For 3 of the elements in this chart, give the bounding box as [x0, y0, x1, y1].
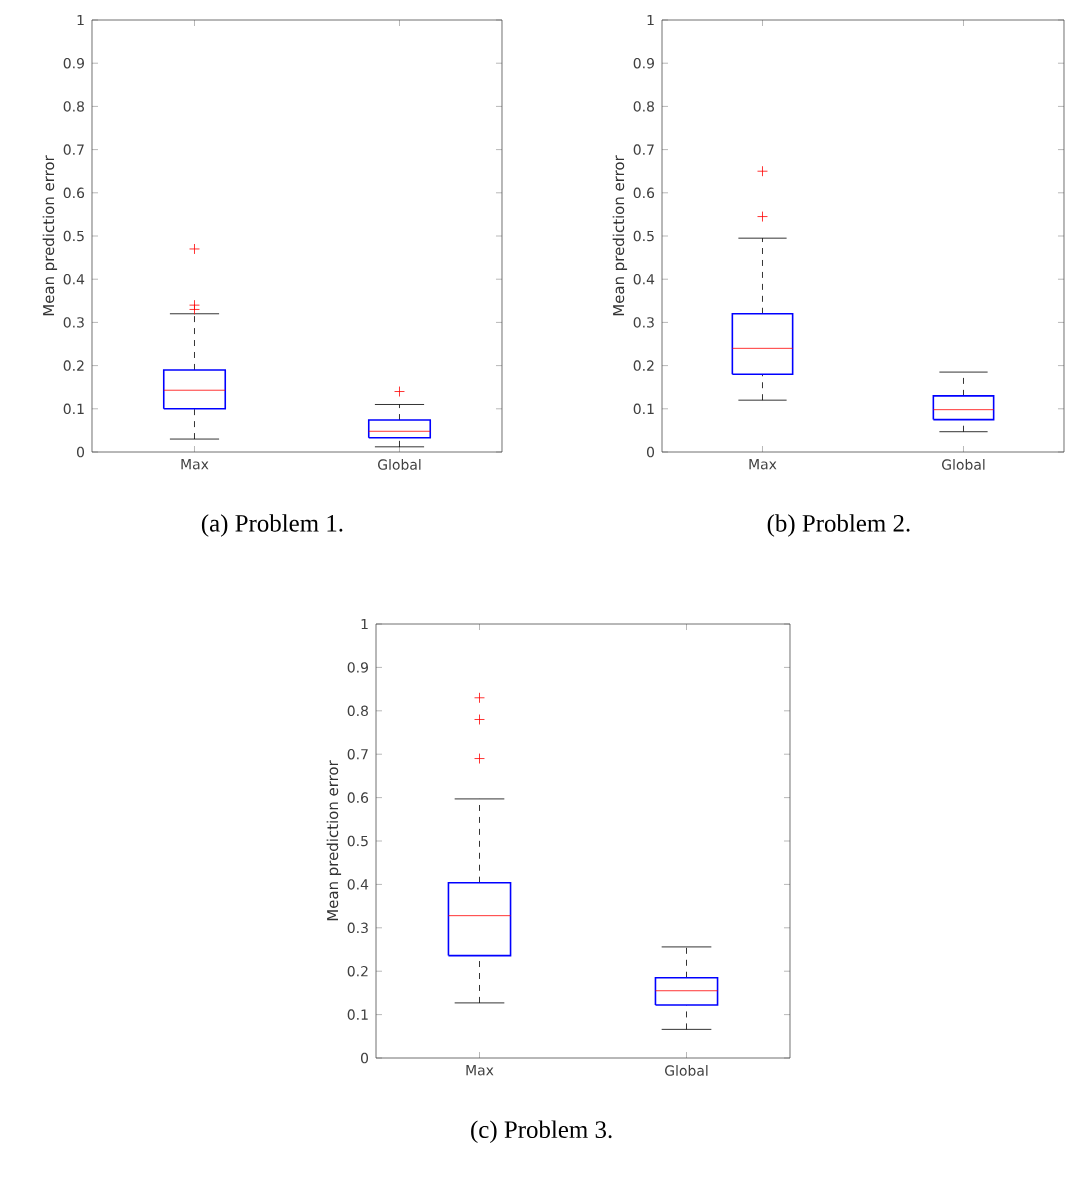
- text: (c) Problem 3.: [471, 1120, 612, 1144]
- text: (a) Problem 1.: [201, 514, 343, 537]
- text: (b) Problem 2.: [767, 514, 910, 537]
